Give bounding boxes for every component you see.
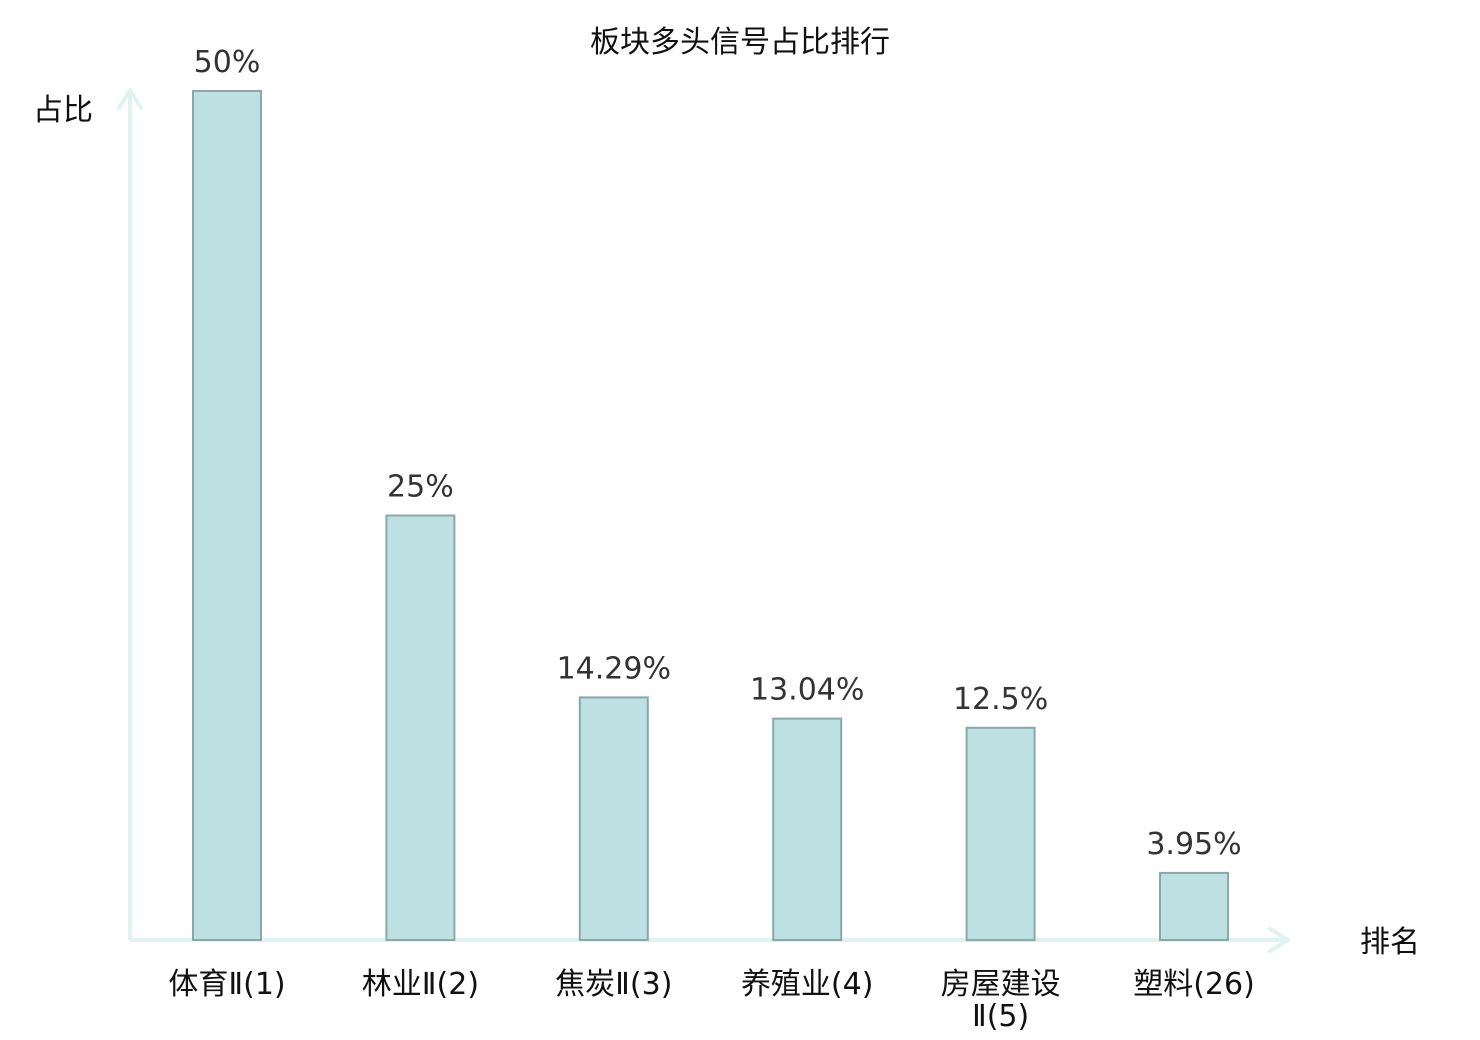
bar-value-label: 3.95% xyxy=(1146,827,1241,862)
bar xyxy=(192,90,262,941)
category-label: 塑料(26) xyxy=(1133,967,1255,1002)
bar-value-label: 14.29% xyxy=(557,651,671,686)
category-label: 焦炭Ⅱ(3) xyxy=(555,967,672,1002)
x-axis-label: 排名 xyxy=(1360,925,1420,960)
category-label: Ⅱ(5) xyxy=(972,999,1029,1034)
x-axis-arrow xyxy=(1268,927,1290,953)
category-label: 体育Ⅱ(1) xyxy=(168,967,285,1002)
bars-group xyxy=(192,90,1229,942)
value-labels-group: 50% 25% 14.29% 13.04% 12.5% 3.95% xyxy=(194,45,1242,862)
bar xyxy=(965,726,1036,942)
bar xyxy=(772,717,843,941)
bar-value-label: 50% xyxy=(194,45,261,80)
y-axis-label: 占比 xyxy=(33,93,93,128)
y-axis-arrow xyxy=(117,88,143,110)
category-label: 房屋建设 xyxy=(941,967,1061,1002)
bar-value-label: 25% xyxy=(387,470,454,505)
bar-value-label: 13.04% xyxy=(750,673,864,708)
bar xyxy=(385,514,456,941)
bar xyxy=(1159,871,1229,942)
category-label: 养殖业(4) xyxy=(741,967,874,1002)
chart-title: 板块多头信号占比排行 xyxy=(590,25,890,60)
bar xyxy=(578,696,649,942)
category-label: 林业Ⅱ(2) xyxy=(362,967,479,1002)
bar-value-label: 12.5% xyxy=(953,682,1048,717)
